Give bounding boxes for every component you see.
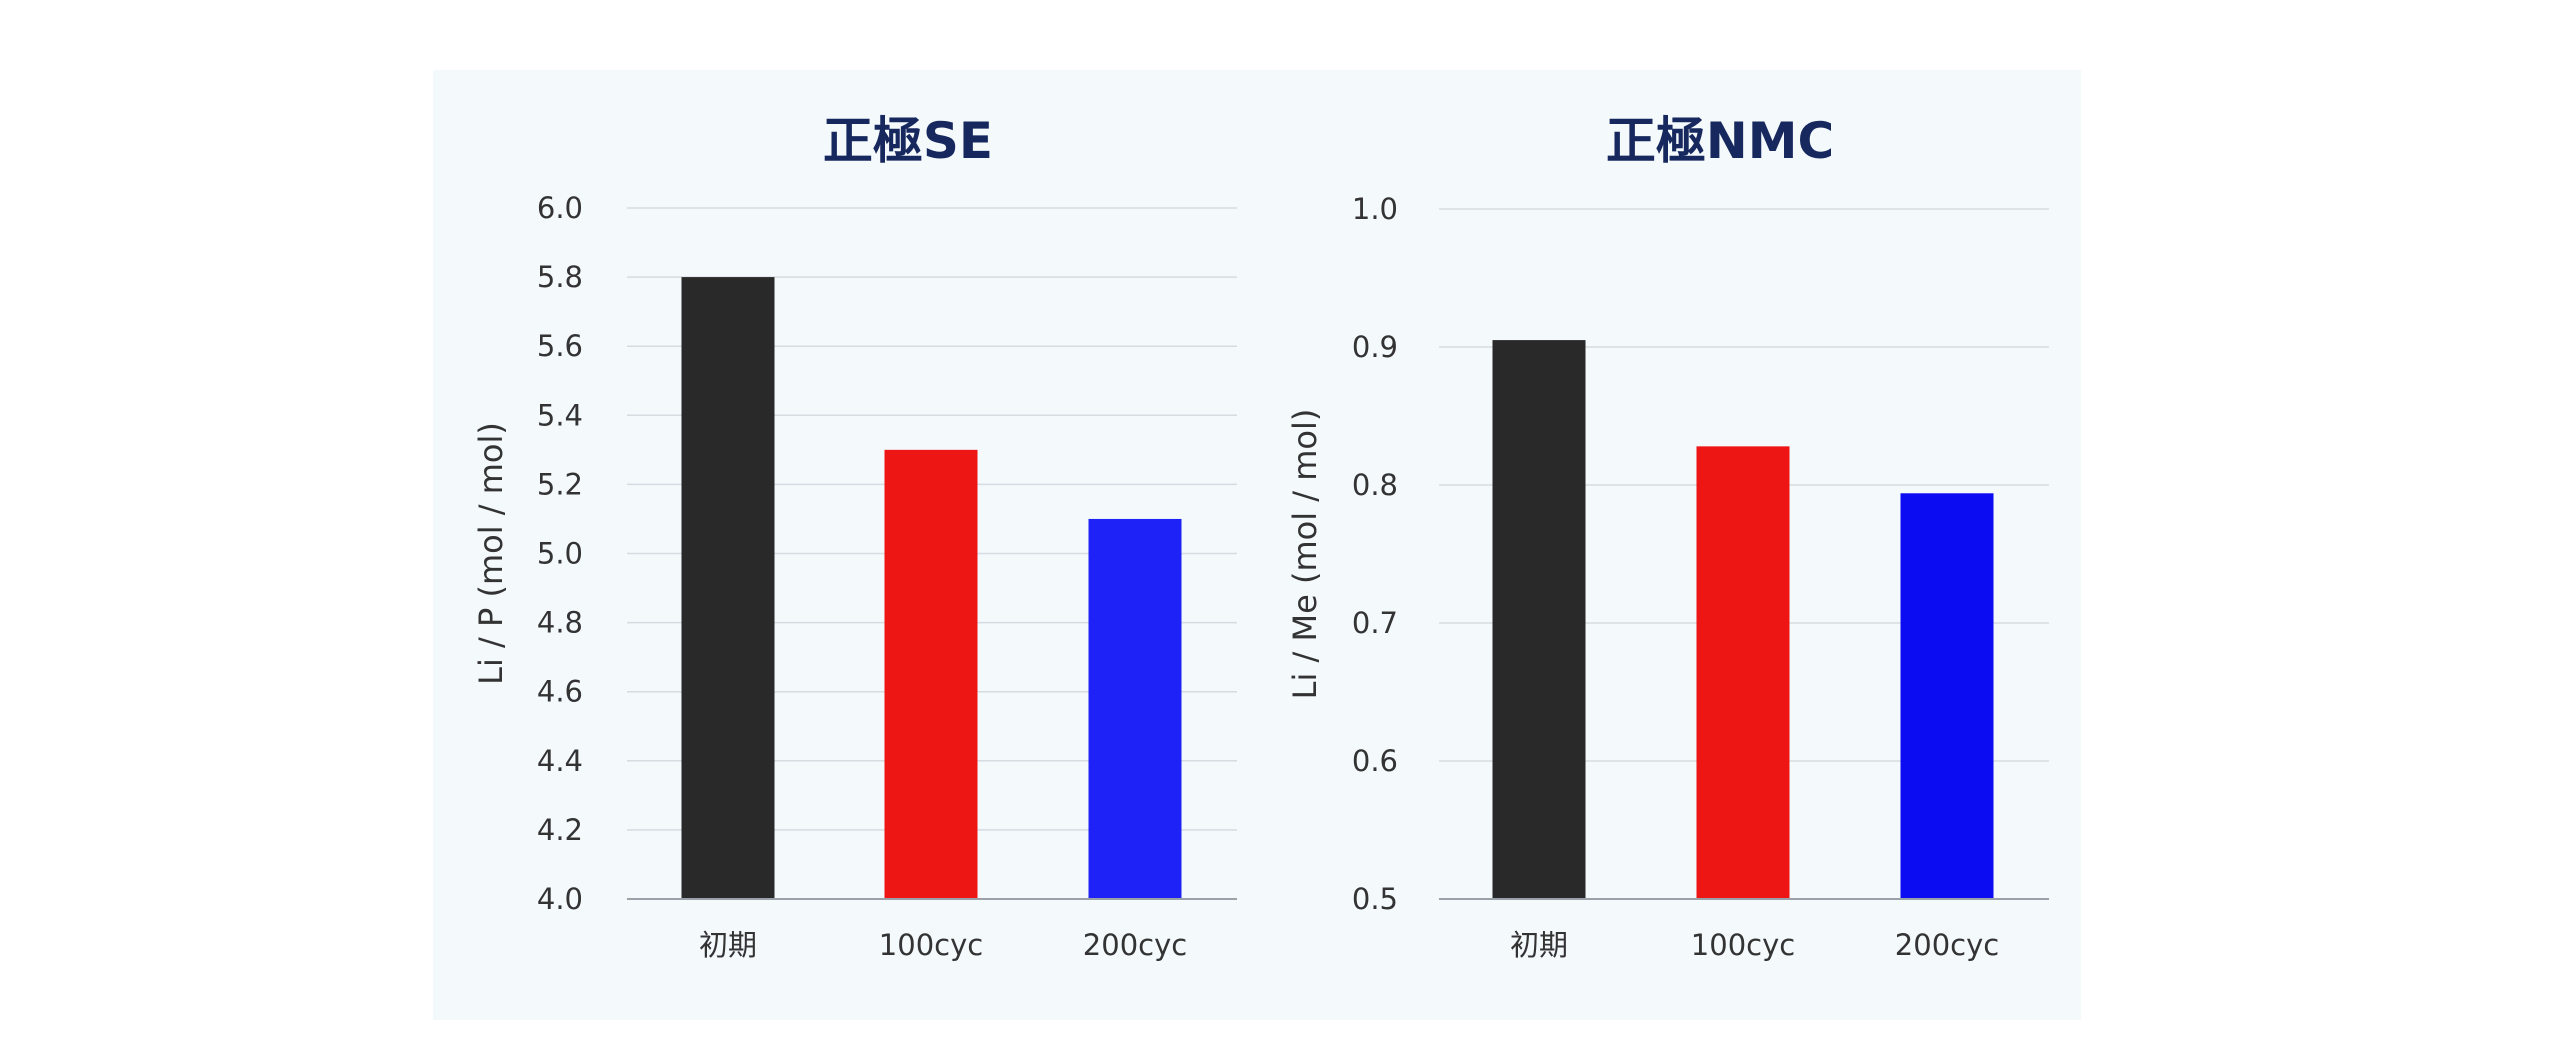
y-tick-label: 4.6 (537, 675, 583, 709)
y-tick-label: 0.7 (1352, 606, 1398, 640)
y-tick-label: 5.0 (537, 537, 583, 571)
y-tick-label: 5.8 (537, 260, 583, 294)
bar-3 (1900, 493, 1994, 899)
y-tick-label: 5.6 (537, 329, 583, 363)
x-tick-label: 200cyc (1083, 928, 1187, 962)
y-tick-label: 4.4 (537, 744, 583, 778)
bar-3 (1088, 518, 1182, 899)
x-tick-label: 100cyc (879, 928, 983, 962)
y-tick-label: 6.0 (537, 191, 583, 225)
chart-title: 正極NMC (1606, 112, 1834, 170)
x-tick-label: 初期 (1510, 928, 1568, 962)
y-tick-label: 0.5 (1352, 882, 1398, 916)
y-tick-label: 4.8 (537, 606, 583, 640)
y-tick-label: 5.2 (537, 467, 583, 501)
x-tick-label: 100cyc (1691, 928, 1795, 962)
bar-1 (681, 277, 775, 900)
y-tick-label: 0.8 (1352, 468, 1398, 502)
y-tick-label: 0.9 (1352, 330, 1398, 364)
y-tick-label: 0.6 (1352, 744, 1398, 778)
chart-title: 正極SE (823, 112, 993, 170)
bar-1 (1492, 340, 1586, 900)
y-axis-label: Li / Me (mol / mol) (1286, 409, 1324, 700)
y-tick-label: 4.0 (537, 882, 583, 916)
y-tick-label: 1.0 (1352, 192, 1398, 226)
x-tick-label: 200cyc (1895, 928, 1999, 962)
x-tick-label: 初期 (699, 928, 757, 962)
y-tick-label: 5.4 (537, 398, 583, 432)
bar-2 (1696, 446, 1790, 899)
y-tick-label: 4.2 (537, 813, 583, 847)
bar-2 (884, 449, 978, 899)
y-axis-label: Li / P (mol / mol) (472, 422, 510, 685)
